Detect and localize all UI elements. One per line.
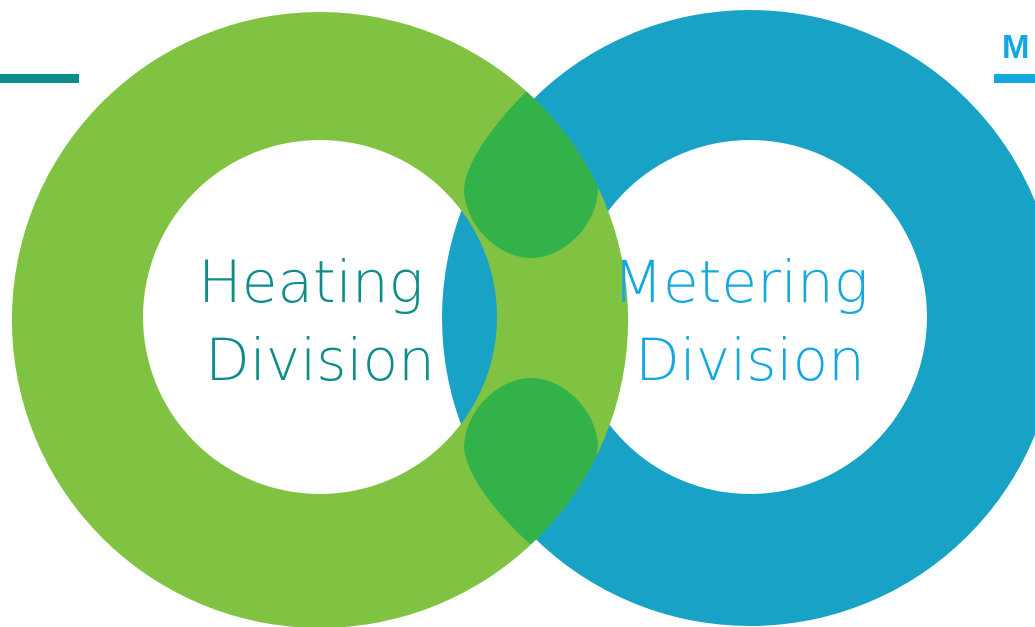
overlap-lower-lobe — [464, 378, 598, 545]
metering-label-line2: Division — [635, 326, 865, 394]
top-left-rule — [0, 74, 79, 83]
heating-label-line2: Division — [205, 326, 435, 394]
metering-label-line1: Metering — [613, 248, 869, 316]
top-right-rule — [994, 74, 1035, 83]
heating-label-line1: Heating — [198, 248, 423, 316]
corner-label: M — [1002, 28, 1030, 65]
metering-label: Metering Division — [613, 248, 887, 394]
heating-label: Heating Division — [198, 248, 442, 394]
metering-ring — [442, 10, 1035, 626]
